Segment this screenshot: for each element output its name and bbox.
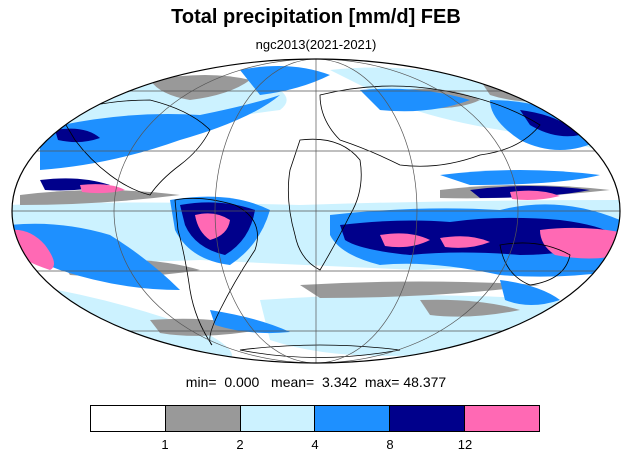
min-value: 0.000 [224, 374, 260, 390]
map-title: Total precipitation [mm/d] FEB [171, 6, 461, 28]
colorbar-tick-labels: 1 2 4 8 12 [0, 437, 632, 455]
colorbar-segment [465, 406, 539, 431]
colorbar [90, 405, 540, 432]
colorbar-segment [165, 406, 241, 431]
max-value: 48.377 [403, 374, 447, 390]
globe-border [11, 58, 621, 364]
colorbar-tick-label: 12 [457, 437, 473, 452]
colorbar-segment [315, 406, 391, 431]
colorbar-segment [91, 406, 166, 431]
map-subtitle: ngc2013(2021-2021) [255, 37, 377, 52]
precip-class-12-plus [12, 184, 620, 270]
min-label: min= [185, 374, 217, 390]
map-body [12, 59, 620, 363]
max-label: max= [364, 374, 400, 390]
colorbar-tick-label: 2 [236, 437, 244, 452]
graticule [12, 59, 620, 363]
statistics-line: min= 0.000 mean= 3.342 max= 48.377 [0, 374, 632, 390]
mean-label: mean= [271, 374, 315, 390]
mean-value: 3.342 [322, 374, 358, 390]
colorbar-segment [390, 406, 466, 431]
colorbar-segment [240, 406, 316, 431]
colorbar-tick-label: 4 [311, 437, 319, 452]
colorbar-tick-label: 8 [386, 437, 394, 452]
coastlines [59, 85, 571, 358]
colorbar-tick-label: 1 [161, 437, 169, 452]
